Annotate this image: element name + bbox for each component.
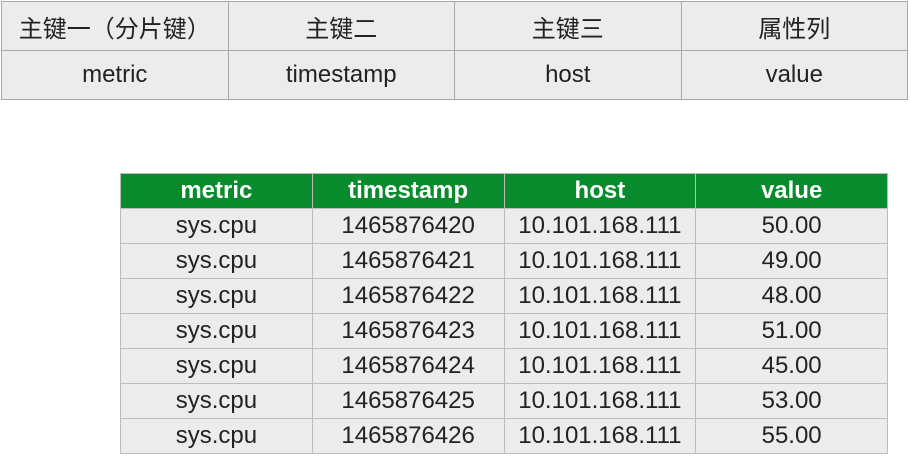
table-cell: timestamp [227,50,455,100]
header-cell: 主键三 [454,1,682,51]
table-cell: 1465876420 [311,208,505,244]
table-cell: 53.00 [695,383,888,419]
header-cell: timestamp [311,173,505,209]
table-cell: 10.101.168.111 [503,278,697,314]
table-cell: metric [1,50,229,100]
table-cell: 10.101.168.111 [503,348,697,384]
table-cell: 45.00 [695,348,888,384]
table-cell: 1465876423 [311,313,505,349]
table-cell: 51.00 [695,313,888,349]
table-cell: 10.101.168.111 [503,313,697,349]
table-cell: 1465876422 [311,278,505,314]
table-cell: 10.101.168.111 [503,383,697,419]
table-cell: sys.cpu [120,383,313,419]
table-cell: 55.00 [695,418,888,454]
data-table: metric timestamp host value sys.cpu 146587642… [120,173,888,454]
table-row: metric timestamp host value [1,50,908,100]
table-row: sys.cpu 1465876422 10.101.168.111 48.00 [120,278,888,314]
header-cell: 主键一（分片键） [1,1,229,51]
table-cell: sys.cpu [120,418,313,454]
header-cell: host [503,173,697,209]
table-cell: 1465876421 [311,243,505,279]
table-cell: sys.cpu [120,243,313,279]
table-cell: host [454,50,682,100]
table-cell: sys.cpu [120,208,313,244]
table-cell: sys.cpu [120,278,313,314]
table-cell: sys.cpu [120,348,313,384]
key-table: 主键一（分片键） 主键二 主键三 属性列 metric timestamp host valu… [1,1,908,100]
table-cell: 49.00 [695,243,888,279]
table-row: sys.cpu 1465876421 10.101.168.111 49.00 [120,243,888,279]
table-cell: 1465876424 [311,348,505,384]
header-row: metric timestamp host value [120,173,888,209]
table-cell: 48.00 [695,278,888,314]
table-row: sys.cpu 1465876426 10.101.168.111 55.00 [120,418,888,454]
table-row: sys.cpu 1465876425 10.101.168.111 53.00 [120,383,888,419]
table-row: sys.cpu 1465876420 10.101.168.111 50.00 [120,208,888,244]
table-cell: 50.00 [695,208,888,244]
table-cell: sys.cpu [120,313,313,349]
header-cell: 主键二 [227,1,455,51]
table-cell: 1465876426 [311,418,505,454]
table-cell: 10.101.168.111 [503,418,697,454]
table-cell: 10.101.168.111 [503,243,697,279]
table-cell: 1465876425 [311,383,505,419]
header-cell: metric [120,173,313,209]
table-cell: 10.101.168.111 [503,208,697,244]
header-cell: value [695,173,888,209]
table-cell: value [680,50,908,100]
table-row: sys.cpu 1465876424 10.101.168.111 45.00 [120,348,888,384]
table-row: sys.cpu 1465876423 10.101.168.111 51.00 [120,313,888,349]
header-row: 主键一（分片键） 主键二 主键三 属性列 [1,1,908,51]
header-cell: 属性列 [680,1,908,51]
